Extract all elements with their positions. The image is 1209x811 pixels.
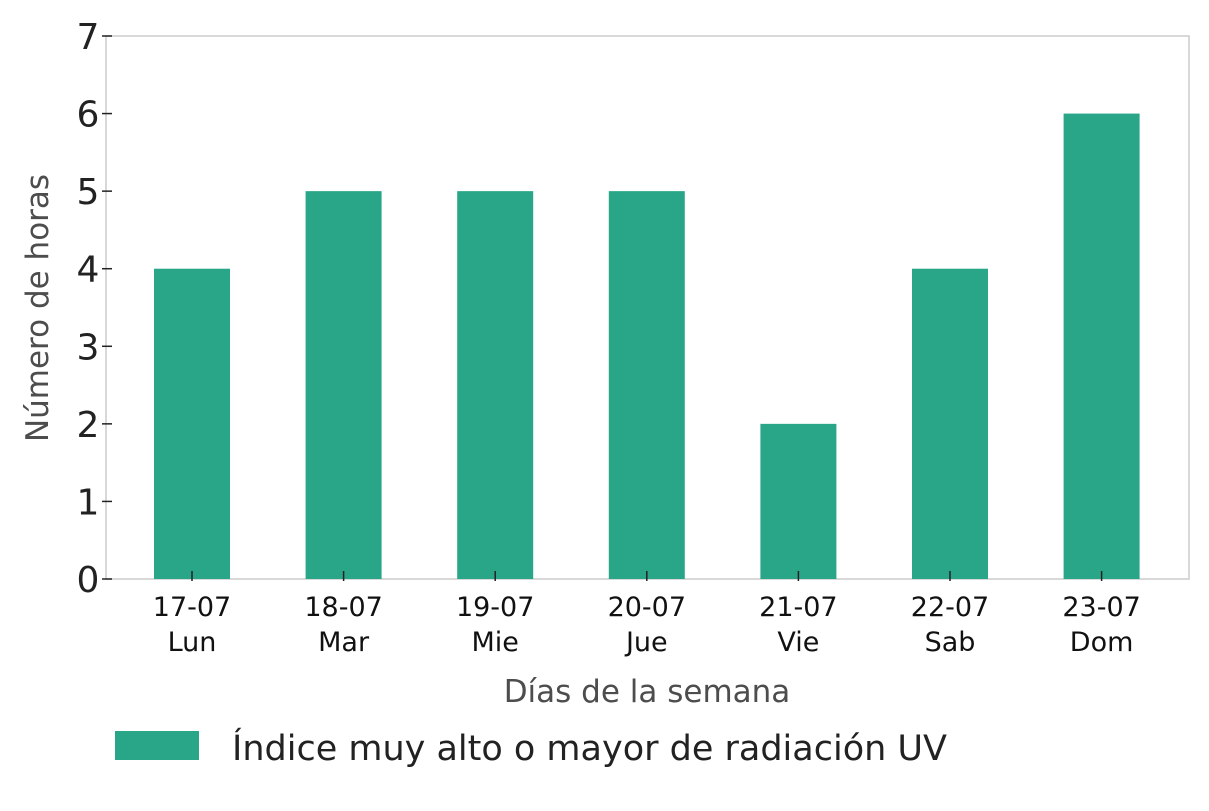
x-tick-label-date: 22-07 [911,592,989,623]
bar-20-07 [608,191,685,579]
x-tick-label-date: 17-07 [153,592,231,623]
y-tick-label: 0 [77,560,100,601]
bar-22-07 [912,268,988,579]
y-tick-label: 1 [77,482,100,523]
y-tick-label: 3 [77,327,100,368]
y-tick-label: 5 [77,172,100,213]
x-tick-label-date: 23-07 [1062,592,1140,623]
x-tick-label-day: Vie [777,627,819,658]
bar-17-07 [154,268,230,579]
y-tick-label: 7 [77,17,100,58]
y-axis-ticks: 0 1 2 3 4 5 6 7 [77,17,112,601]
y-axis-title: Número de horas [20,174,56,442]
x-tick-label-day: Jue [624,627,668,658]
y-tick-label: 2 [77,405,100,446]
x-tick-label-day: Lun [168,627,217,658]
x-tick-label-day: Dom [1070,627,1134,658]
bar-18-07 [305,191,382,579]
legend: Índice muy alto o mayor de radiación UV [115,727,947,769]
y-tick-label: 6 [77,95,100,136]
legend-swatch [115,731,199,760]
x-axis-ticks: 17-07 Lun 18-07 Mar 19-07 Mie 20-07 Jue 21-07 Vie… [153,571,1141,658]
legend-label: Índice muy alto o mayor de radiación UV [232,727,947,769]
bar-21-07 [760,423,837,579]
x-tick-label-date: 18-07 [304,592,382,623]
x-tick-label-day: Sab [925,627,976,658]
x-axis-title: Días de la semana [504,674,791,710]
x-tick-label-day: Mar [318,627,370,658]
x-tick-label-date: 19-07 [456,592,534,623]
y-tick-label: 4 [77,250,100,291]
bar-23-07 [1063,113,1140,580]
x-tick-label-day: Mie [471,627,518,658]
x-tick-label-date: 21-07 [759,592,837,623]
bar-19-07 [457,191,534,579]
bars-layer [154,113,1140,580]
x-tick-label-date: 20-07 [608,592,686,623]
